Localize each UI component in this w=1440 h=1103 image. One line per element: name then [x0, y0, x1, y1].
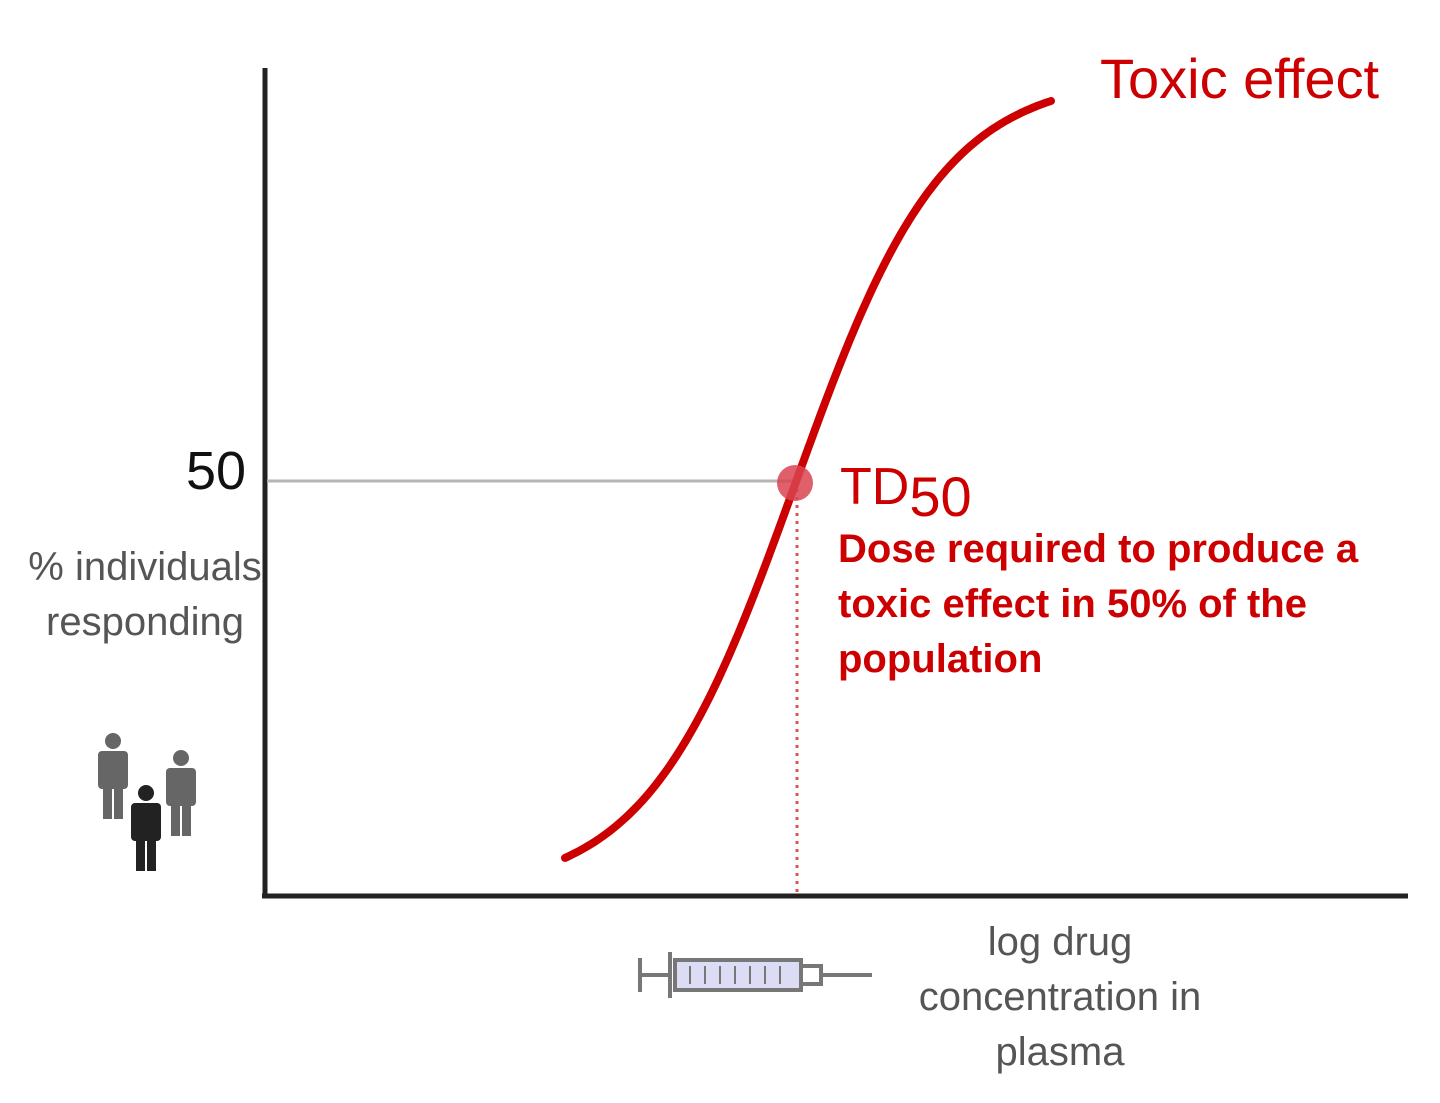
td50-point: [777, 465, 813, 501]
toxic-effect-curve: [561, 97, 1055, 862]
td50-label-main: TD: [840, 458, 910, 516]
y-tick-label: 50: [186, 441, 247, 501]
td50-label-sub: 50: [909, 465, 972, 528]
y-axis-label: % individuals responding: [28, 545, 262, 644]
syringe-icon: [638, 952, 872, 998]
x-axis-label: log drug concentration in plasma: [918, 920, 1202, 1074]
curve-label: Toxic effect: [1100, 47, 1380, 110]
td50-label: TD50: [840, 452, 972, 528]
people-icon: [98, 733, 196, 871]
td50-description: Dose required to produce a toxic effect …: [838, 527, 1359, 681]
